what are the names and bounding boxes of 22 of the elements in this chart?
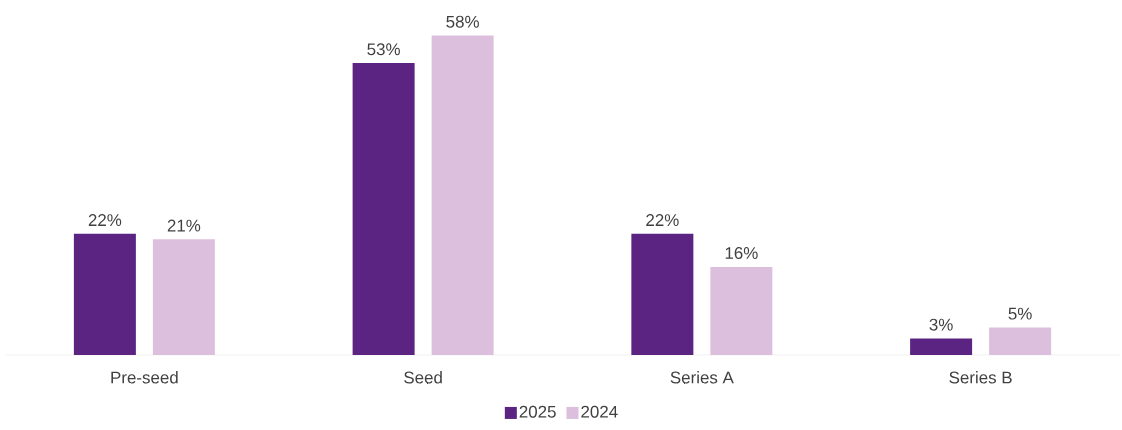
bar (152, 239, 215, 355)
data-label: 58% (446, 15, 479, 28)
x-tick-label: Series B (949, 371, 1012, 384)
data-label: 22% (646, 214, 679, 226)
x-tick-label: Seed (404, 371, 442, 384)
data-label: 53% (367, 43, 400, 56)
bar (710, 266, 773, 355)
data-label: 5% (1008, 307, 1032, 320)
data-label: 21% (167, 219, 201, 232)
bar (352, 63, 415, 355)
legend-label: 2024 (581, 405, 618, 418)
legend-label: 2025 (519, 405, 556, 418)
bar (631, 233, 694, 355)
bar (73, 233, 136, 355)
bar (910, 338, 973, 355)
data-label: 22% (88, 214, 122, 226)
x-tick-label: Series A (670, 371, 734, 384)
bar (431, 35, 494, 355)
data-label: 16% (725, 247, 758, 260)
x-tick-label: Pre-seed (111, 371, 178, 384)
bar (989, 327, 1052, 355)
data-label: 3% (929, 318, 953, 331)
